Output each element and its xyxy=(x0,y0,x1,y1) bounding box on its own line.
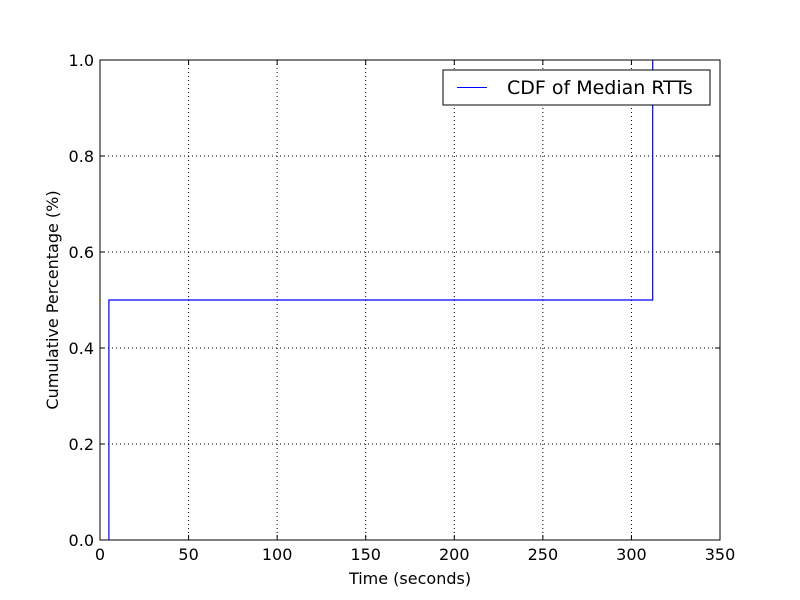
x-tick-label: 250 xyxy=(528,545,559,564)
y-axis-label: Cumulative Percentage (%) xyxy=(43,190,62,409)
x-tick-label: 100 xyxy=(262,545,293,564)
x-tick-label: 150 xyxy=(350,545,381,564)
x-tick-label: 50 xyxy=(178,545,198,564)
y-tick-label: 0.8 xyxy=(69,147,94,166)
y-tick-label: 0.0 xyxy=(69,531,94,550)
x-tick-label: 200 xyxy=(439,545,470,564)
y-tick-label: 0.4 xyxy=(69,339,94,358)
plot-frame xyxy=(99,59,721,541)
x-tick-label: 0 xyxy=(95,545,105,564)
tick-labels: 0 50 100 150 200 250 300 350 0.0 0.2 0.4 0.6 0.8 1.0 xyxy=(69,51,736,564)
x-tick-label: 300 xyxy=(616,545,647,564)
ticks xyxy=(99,59,721,541)
y-tick-label: 0.6 xyxy=(69,243,94,262)
legend-box xyxy=(442,69,711,106)
series-line-cdf-median-rtts xyxy=(108,60,654,540)
plot-series xyxy=(108,60,654,540)
y-tick-label: 1.0 xyxy=(69,51,94,70)
y-tick-label: 0.2 xyxy=(69,435,94,454)
legend: CDF of Median RTTs xyxy=(442,69,711,106)
legend-label: CDF of Median RTTs xyxy=(507,77,693,99)
x-tick-label: 350 xyxy=(705,545,736,564)
x-axis-label: Time (seconds) xyxy=(348,569,471,588)
